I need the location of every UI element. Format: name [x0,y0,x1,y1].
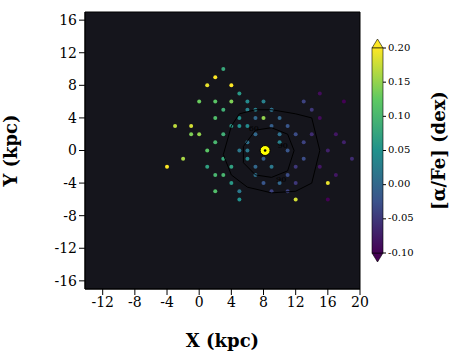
svg-text:0.20: 0.20 [388,42,410,53]
svg-text:0.05: 0.05 [388,144,410,155]
svg-text:0.00: 0.00 [388,178,410,189]
svg-text:-16: -16 [54,273,77,289]
svg-text:0: 0 [195,294,204,310]
svg-text:4: 4 [68,110,77,126]
svg-text:90: 90 [276,175,286,184]
svg-text:16: 16 [59,12,77,28]
svg-text:Y (kpc): Y (kpc) [0,114,21,187]
svg-text:-8: -8 [128,294,142,310]
svg-text:20: 20 [351,294,369,310]
svg-text:12: 12 [59,45,77,61]
svg-text:4: 4 [227,294,236,310]
svg-text:-0.10: -0.10 [388,247,414,258]
svg-text:-12: -12 [54,240,77,256]
svg-text:16: 16 [319,294,337,310]
svg-text:60: 60 [249,124,259,133]
svg-text:-8: -8 [63,208,77,224]
svg-text:0: 0 [68,142,77,158]
svg-text:X (kpc): X (kpc) [186,330,259,351]
svg-text:90: 90 [278,141,288,150]
svg-text:[α/Fe] (dex): [α/Fe] (dex) [428,91,449,210]
svg-text:-12: -12 [91,294,114,310]
svg-text:12: 12 [287,294,305,310]
svg-text:-4: -4 [160,294,174,310]
svg-text:8: 8 [68,77,77,93]
svg-text:-4: -4 [63,175,77,191]
svg-text:0.15: 0.15 [388,76,410,87]
svg-text:0.10: 0.10 [388,110,410,121]
svg-text:8: 8 [259,294,268,310]
svg-text:-0.05: -0.05 [388,212,414,223]
